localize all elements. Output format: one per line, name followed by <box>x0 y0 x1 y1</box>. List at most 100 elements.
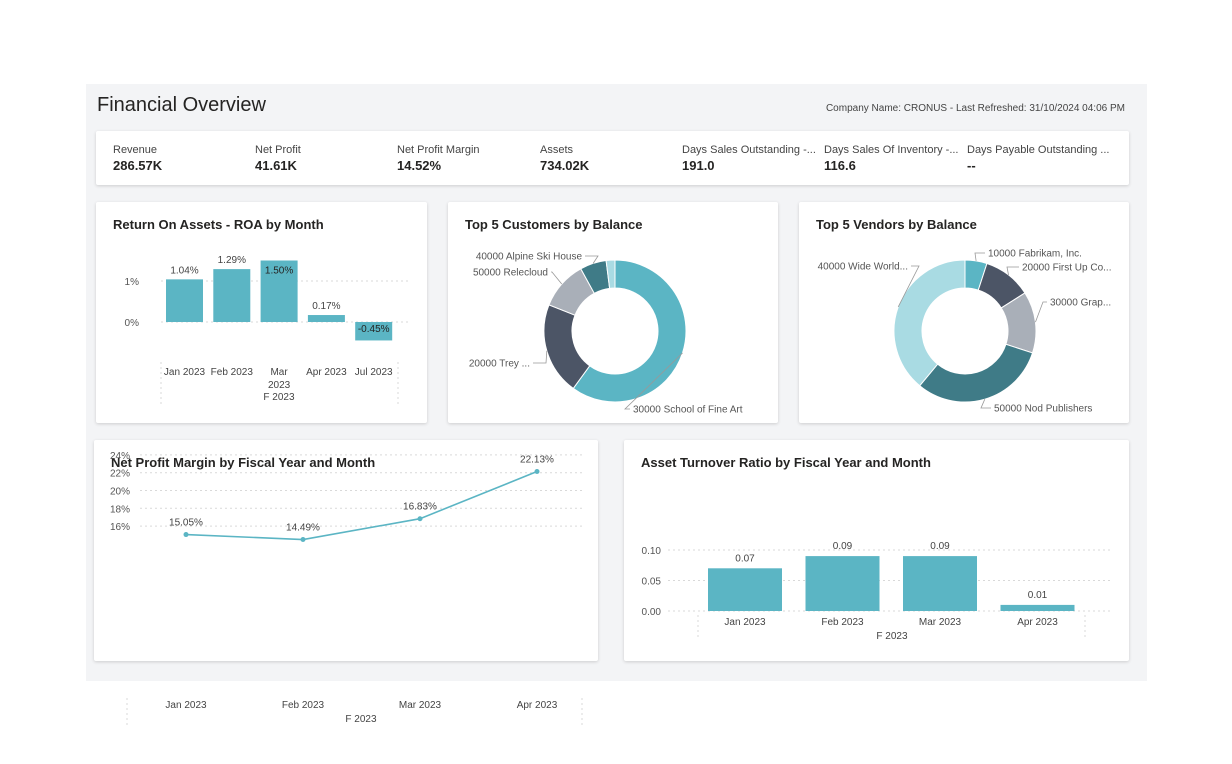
data-label: -0.45% <box>358 324 390 335</box>
data-label: 0.17% <box>312 301 340 312</box>
customers-chart-card[interactable]: Top 5 Customers by Balance 30000 School … <box>448 202 778 423</box>
slice-label: 40000 Alpine Ski House <box>476 252 583 263</box>
kpi-value: 41.61K <box>255 158 297 173</box>
asset-turnover-chart: 0.10 0.05 0.00 0.07 Jan 2023 0.09 Feb 2023 0.09… <box>642 541 1113 642</box>
y-tick-label: 20% <box>110 487 130 498</box>
leader-line <box>585 255 599 264</box>
kpi-value: -- <box>967 158 976 173</box>
kpi-label: Days Payable Outstanding ... <box>967 144 1110 156</box>
slice-label: 50000 Nod Publishers <box>994 404 1092 415</box>
x-tick-label: Apr 2023 <box>306 367 347 378</box>
data-label: 1.04% <box>170 265 198 276</box>
kpi-label: Revenue <box>113 144 158 156</box>
kpi-label: Days Sales Outstanding -... <box>682 144 816 156</box>
customers-donut-chart: 30000 School of Fine Art 20000 Trey ... 50… <box>469 252 743 416</box>
fiscal-year-label: F 2023 <box>876 631 908 642</box>
data-label: 22.13% <box>520 455 554 466</box>
y-tick-label: 1% <box>125 277 140 288</box>
roa-chart-title: Return On Assets - ROA by Month <box>113 217 324 232</box>
y-tick-label: 16% <box>110 522 130 533</box>
x-tick-label: Mar 2023 <box>919 617 962 628</box>
y-tick-label: 0.00 <box>642 607 662 618</box>
bar <box>307 315 345 322</box>
vendors-donut-chart: 10000 Fabrikam, Inc. 20000 First Up Co...… <box>818 249 1112 415</box>
kpi-value: 116.6 <box>824 158 856 173</box>
bar <box>1000 604 1075 611</box>
kpi-days-sales-of-inventory[interactable]: Days Sales Of Inventory -... 116.6 <box>824 144 959 173</box>
customers-chart-title: Top 5 Customers by Balance <box>465 217 643 232</box>
slice-label: 50000 Relecloud <box>473 268 548 279</box>
x-tick-label: Apr 2023 <box>517 700 558 711</box>
kpi-days-payable-outstanding[interactable]: Days Payable Outstanding ... -- <box>967 144 1109 173</box>
x-tick-label: Jan 2023 <box>164 367 206 378</box>
data-label: 14.49% <box>286 523 320 534</box>
slice-label: 10000 Fabrikam, Inc. <box>988 249 1082 260</box>
bar <box>166 279 203 322</box>
leader-line <box>1006 266 1019 275</box>
x-tick-label: Mar 2023 <box>399 700 442 711</box>
kpi-days-sales-outstanding[interactable]: Days Sales Outstanding -... 191.0 <box>682 144 816 173</box>
slice-label: 20000 First Up Co... <box>1022 263 1111 274</box>
kpi-assets[interactable]: Assets 734.02K <box>540 144 589 173</box>
leader-line <box>1035 301 1047 323</box>
slice-label: 40000 Wide World... <box>818 262 908 273</box>
bar <box>355 322 393 341</box>
kpi-label: Assets <box>540 144 574 156</box>
bar <box>708 568 782 611</box>
data-label: 0.01 <box>1028 590 1048 601</box>
x-tick-label: Jan 2023 <box>724 617 766 628</box>
y-tick-label: 18% <box>110 504 130 515</box>
data-label: 15.05% <box>169 518 203 529</box>
x-tick-label: Feb 2023 <box>211 367 254 378</box>
fiscal-year-label: F 2023 <box>345 714 377 725</box>
donut-slice <box>572 259 687 403</box>
fiscal-year-label: F 2023 <box>263 392 295 403</box>
refresh-info: Company Name: CRONUS - Last Refreshed: 3… <box>825 103 1125 114</box>
leader-line <box>974 252 985 261</box>
kpi-net-profit[interactable]: Net Profit 41.61K <box>255 144 301 173</box>
bar <box>213 269 251 322</box>
kpi-label: Net Profit <box>255 144 301 156</box>
data-point <box>534 469 540 475</box>
kpi-value: 191.0 <box>682 158 715 173</box>
x-tick-label: Feb 2023 <box>821 617 864 628</box>
data-label: 1.50% <box>265 266 293 277</box>
net-profit-margin-chart: 24% 22% 20% 18% 16% 15.05% Jan 2023 14.49% Feb 2… <box>110 451 583 728</box>
roa-chart-card[interactable]: Return On Assets - ROA by Month 1% 0% 1.04… <box>96 202 427 423</box>
slice-label: 30000 School of Fine Art <box>633 405 743 416</box>
leader-line <box>551 271 563 285</box>
roa-chart: 1% 0% 1.04% Jan 2023 1.29% Feb 2023 1.50% Mar 20… <box>125 255 408 407</box>
donut-slice <box>919 343 1034 403</box>
data-label: 0.09 <box>833 541 853 552</box>
data-label: 16.83% <box>403 502 437 513</box>
bar <box>260 260 298 322</box>
dashboard-canvas: Financial Overview Company Name: CRONUS … <box>86 84 1147 728</box>
x-tick-label: Jan 2023 <box>165 700 207 711</box>
leader-line <box>980 399 991 409</box>
data-point <box>300 537 306 543</box>
data-label: 0.09 <box>930 541 950 552</box>
kpi-label: Days Sales Of Inventory -... <box>824 144 959 156</box>
y-tick-label: 0.05 <box>642 577 662 588</box>
series-line <box>185 470 538 541</box>
y-tick-label: 24% <box>110 451 130 462</box>
asset-turnover-chart-card[interactable]: Asset Turnover Ratio by Fiscal Year and … <box>624 440 1129 661</box>
leader-line <box>624 352 683 410</box>
kpi-value: 734.02K <box>540 158 590 173</box>
y-tick-label: 22% <box>110 469 130 480</box>
asset-turnover-chart-title: Asset Turnover Ratio by Fiscal Year and … <box>641 455 931 470</box>
net-profit-margin-chart-card[interactable]: Net Profit Margin by Fiscal Year and Mon… <box>94 440 598 728</box>
data-point <box>417 516 423 522</box>
bar <box>903 556 977 611</box>
page-title: Financial Overview <box>97 94 266 116</box>
x-tick-label: Jul 2023 <box>355 367 393 378</box>
kpi-net-profit-margin[interactable]: Net Profit Margin 14.52% <box>397 144 480 173</box>
kpi-revenue[interactable]: Revenue 286.57K <box>113 144 162 173</box>
kpi-card[interactable]: Revenue 286.57K Net Profit 41.61K Net Pr… <box>96 131 1129 185</box>
vendors-chart-card[interactable]: Top 5 Vendors by Balance 10000 Fabrikam,… <box>799 202 1129 423</box>
slice-label: 20000 Trey ... <box>469 359 530 370</box>
y-tick-label: 0% <box>125 318 140 329</box>
leader-line <box>897 265 920 308</box>
x-tick-label: 2023 <box>268 380 291 391</box>
slice-label: 30000 Grap... <box>1050 298 1111 309</box>
